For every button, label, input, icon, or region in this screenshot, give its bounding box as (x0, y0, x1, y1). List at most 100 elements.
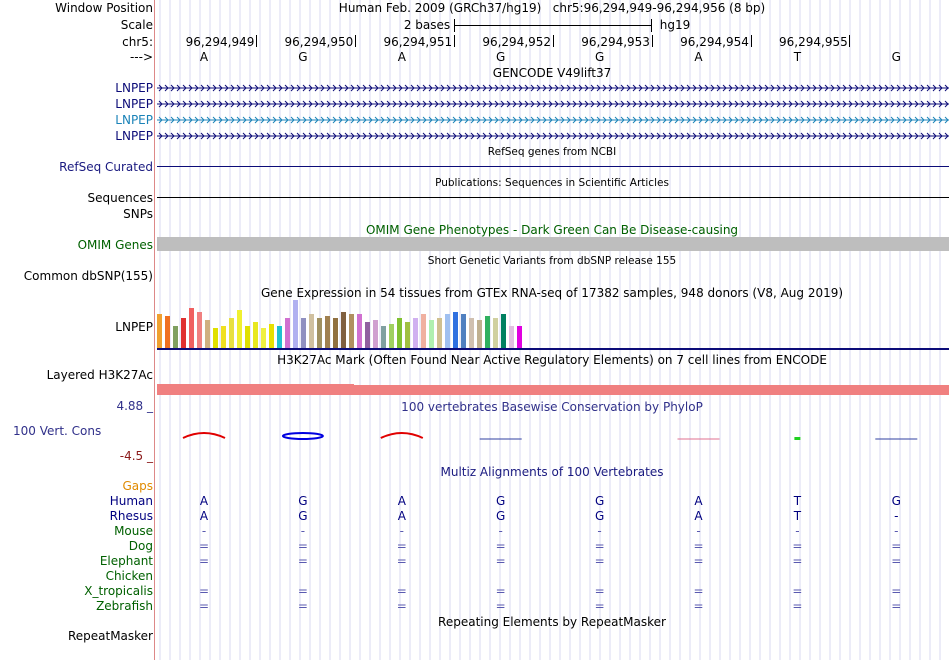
base-letter[interactable]: G (891, 50, 901, 64)
species-label[interactable]: X_tropicalis (84, 584, 153, 598)
alignment-base: = (297, 584, 308, 598)
gencode-transcript-line[interactable] (157, 81, 949, 95)
base-letter[interactable]: T (793, 50, 802, 64)
omim-label[interactable]: OMIM Genes (77, 238, 153, 252)
sequences-line (157, 197, 949, 198)
gtex-tissue-bar[interactable] (357, 314, 362, 348)
dbsnp-label[interactable]: Common dbSNP(155) (23, 269, 153, 283)
gtex-tissue-bar[interactable] (317, 318, 322, 348)
gtex-tissue-bar[interactable] (189, 308, 194, 348)
gtex-tissue-bar[interactable] (309, 314, 314, 348)
gtex-tissue-bar[interactable] (181, 318, 186, 348)
gtex-tissue-bar[interactable] (421, 314, 426, 348)
base-letter[interactable]: G (496, 50, 506, 64)
gtex-tissue-bar[interactable] (165, 316, 170, 348)
scale-text: 2 bases (403, 18, 451, 32)
gencode-transcript-label[interactable]: LNPEP (115, 129, 153, 143)
gtex-tissue-bar[interactable] (157, 314, 162, 348)
gtex-tissue-bar[interactable] (517, 326, 522, 348)
gencode-transcript-label[interactable]: LNPEP (115, 113, 153, 127)
gtex-tissue-bar[interactable] (469, 318, 474, 348)
alignment-base: = (198, 554, 210, 568)
gtex-tissue-bar[interactable] (229, 318, 234, 348)
gtex-tissue-bar[interactable] (261, 328, 266, 348)
alignment-base: = (891, 584, 902, 598)
strand-arrows (158, 116, 949, 124)
species-label[interactable]: Elephant (99, 554, 153, 568)
gtex-tissue-bar[interactable] (397, 318, 402, 348)
gtex-tissue-bar[interactable] (277, 326, 282, 348)
omim-bar[interactable] (157, 237, 949, 251)
gencode-transcript-label[interactable]: LNPEP (115, 97, 153, 111)
gtex-tissue-bar[interactable] (205, 320, 210, 348)
species-label[interactable]: Mouse (114, 524, 153, 538)
species-label[interactable]: Human (109, 494, 153, 508)
species-label[interactable]: Rhesus (109, 509, 153, 523)
gtex-tissue-bar[interactable] (237, 310, 242, 348)
gtex-tissue-bar[interactable] (349, 314, 354, 348)
alignment-base: - (597, 524, 602, 538)
gencode-transcript-label[interactable]: LNPEP (115, 81, 153, 95)
gtex-tissue-bar[interactable] (245, 326, 250, 348)
alignment-base: = (396, 539, 407, 553)
gtex-tissue-bar[interactable] (197, 312, 202, 348)
alignment-base: = (891, 599, 902, 613)
gtex-tissue-bar[interactable] (301, 318, 306, 348)
alignment-base: = (693, 584, 704, 598)
refseq-label[interactable]: RefSeq Curated (59, 160, 153, 174)
gtex-tissue-bar[interactable] (485, 316, 490, 348)
phylop-label[interactable]: 100 Vert. Cons (13, 424, 102, 438)
base-letter[interactable]: A (397, 50, 406, 64)
species-label[interactable]: Dog (128, 539, 153, 553)
alignment-base: A (199, 509, 209, 523)
gtex-tissue-bar[interactable] (285, 318, 290, 348)
gtex-tissue-bar[interactable] (429, 320, 434, 348)
alignment-base: = (693, 539, 704, 553)
h3k27ac-label[interactable]: Layered H3K27Ac (46, 368, 153, 382)
gtex-tissue-bar[interactable] (445, 314, 450, 348)
gtex-tissue-bar[interactable] (493, 318, 498, 348)
gtex-tissue-bar[interactable] (381, 326, 386, 348)
gtex-tissue-bar[interactable] (413, 318, 418, 348)
gtex-tissue-bar[interactable] (221, 326, 226, 348)
gtex-bars[interactable] (157, 300, 537, 348)
gtex-tissue-bar[interactable] (293, 300, 298, 348)
alignment-base: - (300, 524, 306, 538)
phylop-graph[interactable] (155, 428, 950, 448)
base-letter[interactable]: G (594, 50, 605, 64)
h3k27ac-signal[interactable] (157, 385, 949, 395)
gtex-tissue-bar[interactable] (453, 312, 458, 348)
gtex-tissue-bar[interactable] (477, 320, 482, 348)
gtex-tissue-bar[interactable] (389, 324, 394, 348)
repeatmasker-label[interactable]: RepeatMasker (67, 629, 153, 643)
base-letter[interactable]: A (694, 50, 703, 64)
gencode-transcript-line[interactable] (157, 97, 949, 111)
gtex-tissue-bar[interactable] (341, 312, 346, 348)
gtex-tissue-bar[interactable] (253, 322, 258, 348)
gtex-tissue-bar[interactable] (501, 314, 506, 348)
species-label[interactable]: Zebrafish (96, 599, 153, 613)
snps-label[interactable]: SNPs (123, 207, 153, 221)
gtex-tissue-bar[interactable] (269, 324, 274, 348)
gtex-label[interactable]: LNPEP (115, 320, 153, 334)
gtex-tissue-bar[interactable] (173, 326, 178, 348)
window-position-label: Window Position (55, 1, 153, 15)
gtex-tissue-bar[interactable] (373, 320, 378, 348)
gencode-transcript-line[interactable] (157, 129, 949, 143)
alignment-base: A (397, 494, 406, 508)
base-letter[interactable]: A (199, 50, 209, 64)
sequences-label[interactable]: Sequences (87, 191, 153, 205)
gtex-tissue-bar[interactable] (461, 314, 466, 348)
base-letter[interactable]: G (298, 50, 308, 64)
gtex-tissue-bar[interactable] (509, 326, 514, 348)
gtex-tissue-bar[interactable] (213, 328, 218, 348)
gtex-tissue-bar[interactable] (437, 318, 442, 348)
gtex-tissue-bar[interactable] (325, 316, 330, 348)
gtex-tissue-bar[interactable] (333, 318, 338, 348)
species-label[interactable]: Chicken (105, 569, 153, 583)
gtex-tissue-bar[interactable] (365, 322, 370, 348)
coordinate-tick (355, 35, 356, 47)
gencode-transcript-line[interactable] (157, 113, 949, 127)
db-name: hg19 (659, 18, 691, 32)
gtex-tissue-bar[interactable] (405, 322, 410, 348)
